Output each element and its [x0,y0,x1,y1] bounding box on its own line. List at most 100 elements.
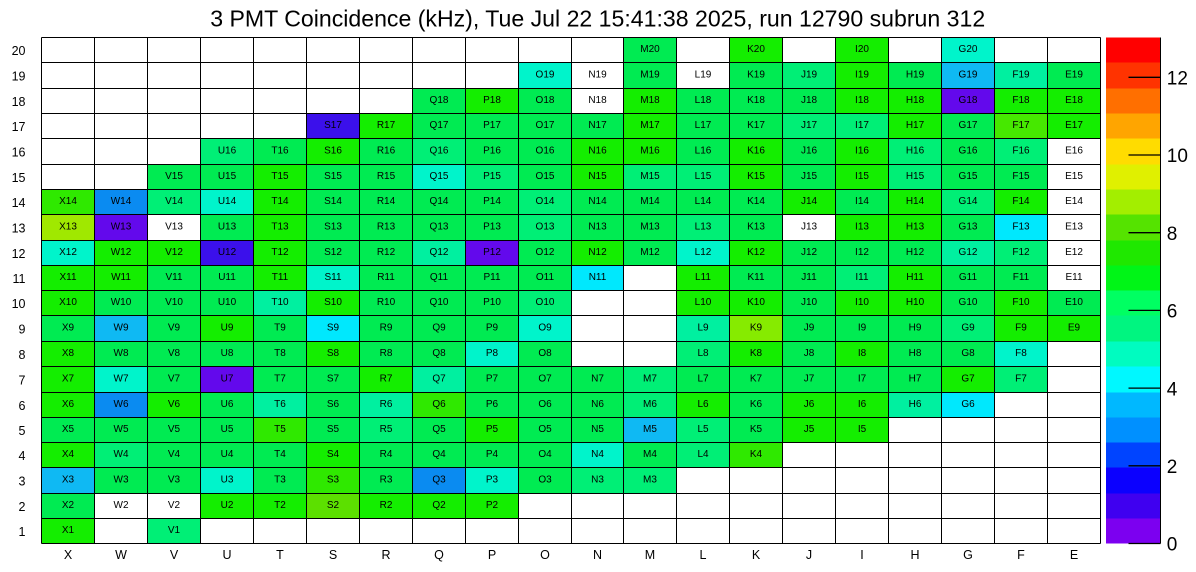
svg-text:I: I [860,548,863,562]
svg-text:L15: L15 [695,171,712,182]
svg-text:W10: W10 [111,297,132,308]
svg-text:R9: R9 [380,323,393,334]
svg-text:7: 7 [19,374,26,388]
svg-text:V13: V13 [165,222,183,233]
svg-text:K9: K9 [750,323,763,334]
svg-text:L7: L7 [697,374,709,385]
svg-text:F12: F12 [1012,247,1030,258]
svg-text:N11: N11 [589,272,607,283]
svg-text:X5: X5 [62,424,75,435]
svg-text:K17: K17 [747,120,765,131]
svg-text:S3: S3 [327,475,340,486]
svg-text:U4: U4 [221,449,234,460]
svg-text:J12: J12 [801,247,818,258]
svg-text:S15: S15 [324,171,342,182]
svg-text:I5: I5 [858,424,867,435]
svg-text:T8: T8 [274,348,286,359]
svg-text:R17: R17 [377,120,396,131]
svg-text:N19: N19 [588,70,607,81]
svg-text:N18: N18 [588,95,607,106]
svg-text:S2: S2 [327,500,340,511]
svg-text:I20: I20 [855,44,869,55]
svg-text:N13: N13 [588,222,607,233]
svg-text:M7: M7 [643,374,657,385]
svg-text:Q7: Q7 [432,374,446,385]
svg-text:K13: K13 [747,222,765,233]
svg-text:0: 0 [1167,535,1178,556]
svg-text:R8: R8 [380,348,393,359]
svg-text:I12: I12 [855,247,869,258]
svg-text:E: E [1070,548,1078,562]
svg-text:3: 3 [19,475,26,489]
svg-text:F16: F16 [1012,146,1030,157]
svg-text:H13: H13 [906,222,925,233]
svg-text:I8: I8 [858,348,867,359]
svg-text:I13: I13 [855,222,869,233]
svg-text:R3: R3 [380,475,393,486]
svg-text:R16: R16 [377,146,396,157]
svg-text:X12: X12 [59,247,77,258]
svg-text:H16: H16 [906,146,925,157]
svg-text:H10: H10 [906,297,925,308]
svg-text:E12: E12 [1065,247,1083,258]
svg-text:M17: M17 [640,120,660,131]
svg-text:E14: E14 [1065,196,1083,207]
svg-text:X10: X10 [59,297,77,308]
svg-text:H12: H12 [906,247,925,258]
svg-text:N5: N5 [591,424,604,435]
svg-text:G19: G19 [959,70,978,81]
svg-text:Q18: Q18 [430,95,449,106]
svg-text:M15: M15 [640,171,660,182]
svg-text:H17: H17 [906,120,925,131]
svg-text:S11: S11 [324,272,341,283]
svg-text:S7: S7 [327,374,340,385]
svg-text:M6: M6 [643,399,657,410]
svg-text:K: K [752,548,761,562]
svg-text:N15: N15 [588,171,607,182]
svg-text:T9: T9 [274,323,286,334]
svg-text:S4: S4 [327,449,340,460]
svg-text:X14: X14 [59,196,77,207]
svg-text:G14: G14 [959,196,978,207]
svg-text:P4: P4 [486,449,499,460]
svg-text:G7: G7 [961,374,975,385]
svg-text:L14: L14 [695,196,712,207]
svg-text:O19: O19 [536,70,555,81]
svg-text:U10: U10 [218,297,237,308]
svg-text:H8: H8 [909,348,922,359]
svg-text:P15: P15 [483,171,501,182]
svg-text:14: 14 [12,196,26,210]
svg-text:T6: T6 [274,399,286,410]
svg-text:H14: H14 [906,196,925,207]
svg-text:G6: G6 [961,399,975,410]
svg-text:X3: X3 [62,475,75,486]
svg-text:M4: M4 [643,449,657,460]
svg-text:P12: P12 [483,247,501,258]
svg-text:I16: I16 [855,146,869,157]
svg-text:O14: O14 [536,196,555,207]
svg-text:S10: S10 [324,297,342,308]
svg-text:J: J [806,548,812,562]
svg-text:P18: P18 [483,95,501,106]
svg-text:T16: T16 [271,146,289,157]
svg-text:Q13: Q13 [430,222,449,233]
svg-text:M18: M18 [640,95,660,106]
svg-text:R6: R6 [380,399,393,410]
svg-text:10: 10 [1167,146,1188,167]
svg-text:G13: G13 [959,222,978,233]
svg-text:O12: O12 [536,247,555,258]
svg-text:O8: O8 [538,348,552,359]
svg-text:S8: S8 [327,348,340,359]
svg-text:M13: M13 [640,222,660,233]
svg-text:G9: G9 [961,323,975,334]
svg-text:O: O [540,548,550,562]
svg-text:R10: R10 [377,297,396,308]
svg-text:R14: R14 [377,196,396,207]
svg-text:L6: L6 [697,399,709,410]
svg-text:V14: V14 [165,196,183,207]
svg-text:F: F [1017,548,1025,562]
svg-text:Q16: Q16 [430,146,449,157]
svg-text:N3: N3 [591,475,604,486]
svg-text:13: 13 [12,222,26,236]
svg-text:T7: T7 [274,374,286,385]
